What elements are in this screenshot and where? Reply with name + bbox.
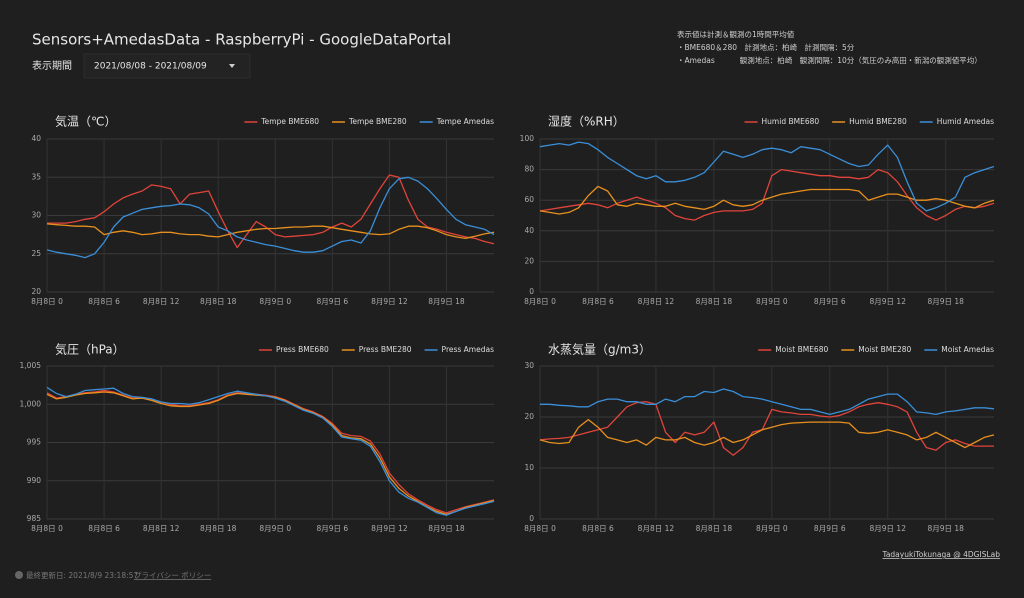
legend-label: Humid BME280 <box>849 117 907 126</box>
x-tick-label: 8月9日 0 <box>259 297 291 306</box>
note: 表示値は計測＆観測の1時間平均値 <box>677 29 795 39</box>
data-line <box>46 386 495 516</box>
y-tick-label: 20 <box>31 287 41 296</box>
legend-label: Tempe Amedas <box>436 117 494 126</box>
x-tick-label: 8月8日 6 <box>88 297 120 306</box>
x-tick-label: 8月9日 6 <box>814 524 846 533</box>
last-updated: 最終更新日: 2021/8/9 23:18:57 <box>26 570 138 580</box>
x-tick-label: 8月8日 0 <box>524 524 556 533</box>
date-range[interactable]: 2021/08/08 - 2021/08/09 <box>94 62 207 72</box>
legend-label: Press Amedas <box>442 345 495 354</box>
x-tick-label: 8月8日 18 <box>200 297 237 306</box>
x-tick-label: 8月8日 0 <box>31 297 63 306</box>
legend-label: Moist Amedas <box>941 345 994 354</box>
x-tick-label: 8月8日 12 <box>638 297 675 306</box>
x-tick-label: 8月9日 6 <box>814 297 846 306</box>
y-tick-label: 985 <box>27 514 42 523</box>
info-icon <box>15 571 23 579</box>
x-tick-label: 8月9日 12 <box>870 524 907 533</box>
chart-title: 気温（℃） <box>55 114 116 129</box>
x-tick-label: 8月8日 12 <box>143 524 180 533</box>
data-line <box>539 141 995 212</box>
y-tick-label: 40 <box>31 134 41 143</box>
x-tick-label: 8月8日 0 <box>524 297 556 306</box>
x-tick-label: 8月8日 12 <box>638 524 675 533</box>
y-tick-label: 990 <box>27 476 42 485</box>
x-tick-label: 8月9日 18 <box>428 297 465 306</box>
y-tick-label: 0 <box>529 287 534 296</box>
chart-title: 気圧（hPa） <box>55 342 125 357</box>
y-tick-label: 80 <box>524 165 534 174</box>
data-line <box>47 174 495 249</box>
data-line <box>539 418 995 449</box>
chart-title: 湿度（%RH） <box>548 114 625 129</box>
y-tick-label: 1,000 <box>20 399 42 408</box>
x-tick-label: 8月8日 18 <box>696 524 733 533</box>
y-tick-label: 35 <box>31 172 41 181</box>
data-line <box>46 389 495 514</box>
chart-title: 水蒸気量（g/m3） <box>548 342 651 357</box>
legend-label: Tempe BME280 <box>348 117 407 126</box>
legend-label: Press BME680 <box>276 345 329 354</box>
x-tick-label: 8月8日 6 <box>582 297 614 306</box>
x-tick-label: 8月9日 6 <box>316 524 348 533</box>
note: ・BME680＆280 計測地点：柏崎 計測間隔：5分 <box>677 42 855 52</box>
privacy-link[interactable]: プライバシー ポリシー <box>134 571 211 580</box>
y-tick-label: 20 <box>524 412 534 421</box>
x-tick-label: 8月8日 18 <box>696 297 733 306</box>
y-tick-label: 0 <box>529 514 534 523</box>
legend-label: Moist BME280 <box>858 345 911 354</box>
x-tick-label: 8月8日 18 <box>200 524 237 533</box>
x-tick-label: 8月8日 6 <box>582 524 614 533</box>
credit[interactable]: TadayukiTokunaga @ 4DGISLab <box>881 550 1000 559</box>
x-tick-label: 8月9日 0 <box>756 524 788 533</box>
y-tick-label: 20 <box>524 256 534 265</box>
data-line <box>46 176 495 259</box>
legend-label: Humid Amedas <box>937 117 994 126</box>
date-picker[interactable] <box>83 53 251 79</box>
data-line <box>539 401 994 456</box>
legend-label: Press BME280 <box>359 345 412 354</box>
page-title: Sensors+AmedasData - RaspberryPi - Googl… <box>32 31 451 49</box>
legend-label: Moist BME680 <box>775 345 828 354</box>
note: ・Amedas 観測地点：柏崎 観測間隔：10分（気圧のみ高田・新潟の観測値平均… <box>677 55 982 65</box>
y-tick-label: 40 <box>524 226 534 235</box>
x-tick-label: 8月8日 6 <box>88 524 120 533</box>
dropdown-arrow[interactable] <box>229 64 235 68</box>
data-line <box>539 185 995 215</box>
period-label: 表示期間 <box>32 59 72 72</box>
x-tick-label: 8月9日 18 <box>927 297 964 306</box>
x-tick-label: 8月9日 0 <box>756 297 788 306</box>
y-tick-label: 1,005 <box>20 361 42 370</box>
data-line <box>46 223 495 240</box>
y-tick-label: 995 <box>27 438 42 447</box>
x-tick-label: 8月9日 12 <box>371 297 408 306</box>
legend-label: Tempe BME680 <box>260 117 319 126</box>
x-tick-label: 8月9日 18 <box>927 524 964 533</box>
y-tick-label: 30 <box>524 361 534 370</box>
x-tick-label: 8月9日 12 <box>371 524 408 533</box>
x-tick-label: 8月8日 12 <box>143 297 180 306</box>
x-tick-label: 8月9日 6 <box>316 297 348 306</box>
y-tick-label: 25 <box>31 249 41 258</box>
x-tick-label: 8月9日 18 <box>428 524 465 533</box>
y-tick-label: 60 <box>524 195 534 204</box>
data-line <box>539 168 995 221</box>
x-tick-label: 8月9日 0 <box>259 524 291 533</box>
y-tick-label: 10 <box>524 463 534 472</box>
y-tick-label: 100 <box>520 134 535 143</box>
charts: 気温（℃） 20 25 30 35 40 8月8日 0 8月8日 6 8月8日 12 8月8日 1… <box>20 114 995 533</box>
x-tick-label: 8月8日 0 <box>31 524 63 533</box>
legend-label: Humid BME680 <box>762 117 820 126</box>
y-tick-label: 30 <box>31 211 41 220</box>
data-line <box>540 388 995 416</box>
x-tick-label: 8月9日 12 <box>870 297 907 306</box>
